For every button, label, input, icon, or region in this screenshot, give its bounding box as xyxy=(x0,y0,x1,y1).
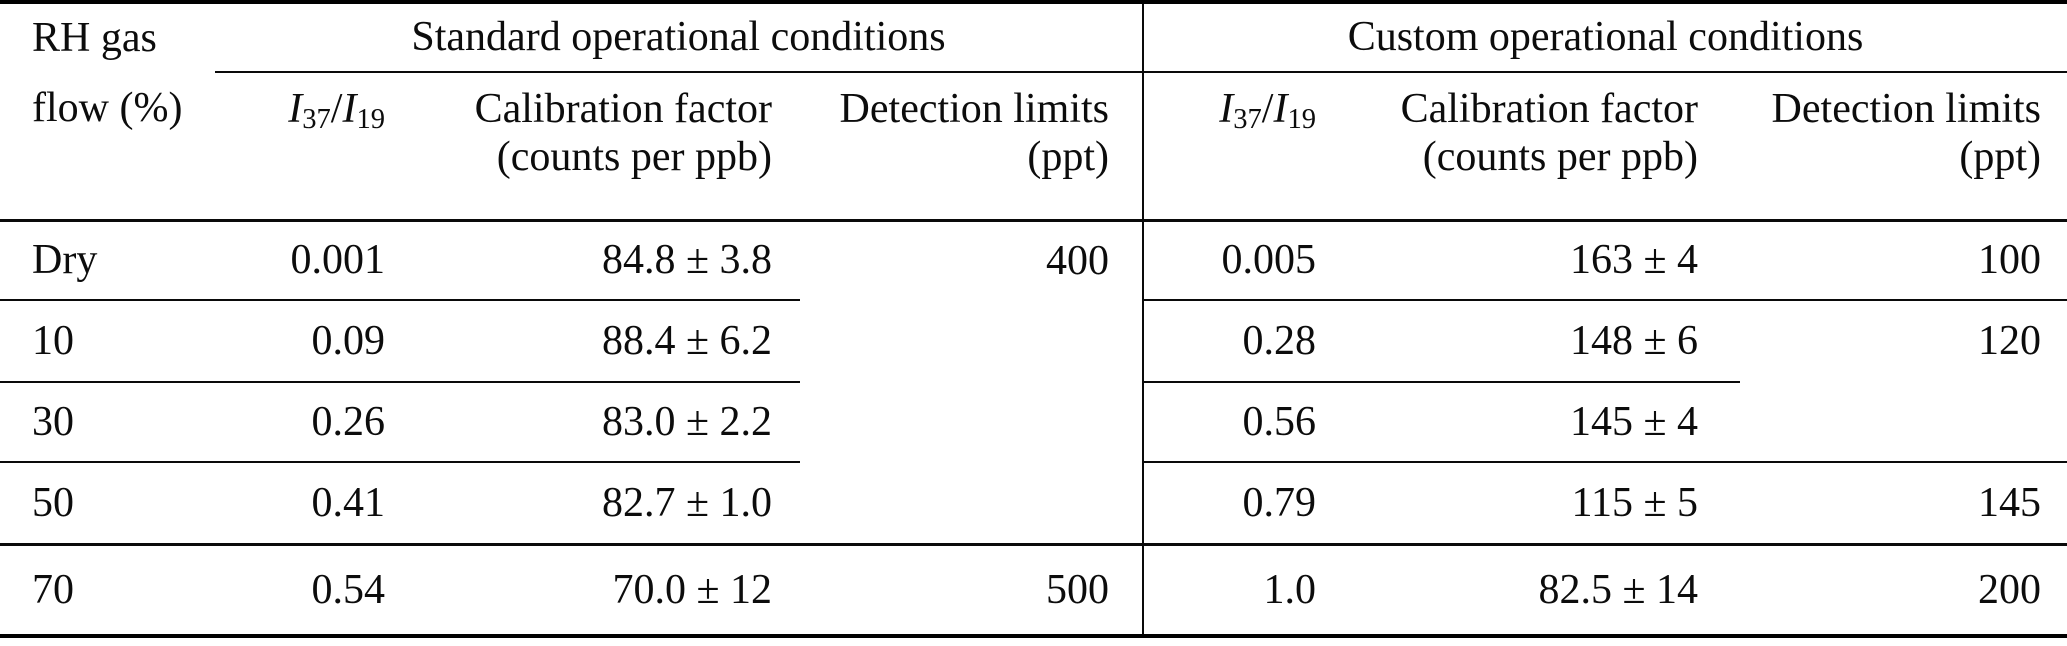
ratio-i2: I xyxy=(342,86,357,132)
std-detection-header-line1: Detection limits xyxy=(839,86,1109,132)
std-calibration-cell: 83.0 ± 2.2 xyxy=(395,382,800,463)
custom-calibration-header-line1: Calibration factor xyxy=(1400,86,1698,132)
table-row-50: 50 0.41 82.7 ± 1.0 0.79 115 ± 5 145 xyxy=(0,462,2067,546)
custom-ratio-header: I37/I19 xyxy=(1142,72,1330,222)
ratio-i1: I xyxy=(1219,86,1234,132)
table-row-70: 70 0.54 70.0 ± 12 500 1.0 82.5 ± 14 200 xyxy=(0,544,2067,636)
std-detection-cell xyxy=(800,382,1143,462)
std-ratio-cell: 0.54 xyxy=(311,566,386,613)
row-label: 70 xyxy=(32,566,74,613)
ratio-sub1: 37 xyxy=(302,104,331,136)
custom-detection-header-line2: (ppt) xyxy=(1959,134,2041,181)
std-calibration-cell: 84.8 ± 3.8 xyxy=(395,220,800,301)
custom-detection-header-line1: Detection limits xyxy=(1771,86,2041,132)
custom-ratio-cell: 0.79 xyxy=(1142,462,1330,546)
std-calibration-cell: 70.0 ± 12 xyxy=(612,566,772,613)
row-label: 10 xyxy=(0,300,215,383)
column-header-row: flow (%) I37/I19 Calibration factor (cou… xyxy=(0,72,2067,222)
std-calibration-header: Calibration factor (counts per ppb) xyxy=(395,72,800,222)
group-header-custom: Custom operational conditions xyxy=(1142,2,2067,73)
row-label: 30 xyxy=(0,382,215,463)
table-row-30: 30 0.26 83.0 ± 2.2 0.56 145 ± 4 xyxy=(0,382,2067,463)
custom-calibration-cell: 148 ± 6 xyxy=(1330,300,1740,383)
std-ratio-cell: 0.09 xyxy=(215,300,395,383)
std-detection-cell xyxy=(800,300,1143,382)
ratio-slash: / xyxy=(330,86,343,132)
std-detection-header: Detection limits (ppt) xyxy=(800,72,1143,222)
custom-detection-cell xyxy=(1740,382,2067,463)
std-detection-cell xyxy=(800,462,1143,546)
custom-calibration-cell: 115 ± 5 xyxy=(1330,462,1740,546)
custom-detection-cell: 100 xyxy=(1740,220,2067,301)
std-calibration-header-line1: Calibration factor xyxy=(474,86,772,132)
std-calibration-cell: 82.7 ± 1.0 xyxy=(395,462,800,546)
custom-ratio-cell: 0.28 xyxy=(1142,300,1330,383)
stub-header-line2: flow (%) xyxy=(0,72,215,222)
std-ratio-cell: 0.41 xyxy=(215,462,395,546)
custom-calibration-header-line2: (counts per ppb) xyxy=(1422,134,1698,181)
std-detection-header-line2: (ppt) xyxy=(1027,134,1109,181)
custom-calibration-cell: 163 ± 4 xyxy=(1330,220,1740,301)
custom-detection-cell: 120 xyxy=(1978,318,2041,365)
row-label: Dry xyxy=(0,220,215,301)
stub-header-line1: RH gas xyxy=(32,14,157,61)
group-header-standard: Standard operational conditions xyxy=(215,2,1143,73)
ratio-slash: / xyxy=(1261,86,1274,132)
custom-calibration-cell: 145 ± 4 xyxy=(1330,382,1740,463)
ratio-sub1: 37 xyxy=(1233,104,1262,136)
std-ratio-cell: 0.26 xyxy=(215,382,395,463)
custom-detection-header: Detection limits (ppt) xyxy=(1740,72,2067,222)
custom-detection-cell: 200 xyxy=(1978,566,2041,613)
std-ratio-cell: 0.001 xyxy=(215,220,395,301)
custom-ratio-cell: 0.56 xyxy=(1142,382,1330,463)
std-detection-cell: 500 xyxy=(1046,566,1109,613)
custom-detection-cell: 145 xyxy=(1740,462,2067,546)
table-row-dry: Dry 0.001 84.8 ± 3.8 400 0.005 163 ± 4 1… xyxy=(0,220,2067,301)
ratio-i1: I xyxy=(288,86,303,132)
custom-calibration-header: Calibration factor (counts per ppb) xyxy=(1330,72,1740,222)
std-ratio-header: I37/I19 xyxy=(215,72,395,222)
std-calibration-header-line2: (counts per ppb) xyxy=(496,134,772,181)
table-row-10: 10 0.09 88.4 ± 6.2 0.28 148 ± 6 120 xyxy=(0,300,2067,383)
row-label: 50 xyxy=(0,462,215,546)
group-header-row: RH gas Standard operational conditions C… xyxy=(0,2,2067,73)
ratio-i2: I xyxy=(1273,86,1288,132)
custom-ratio-cell: 0.005 xyxy=(1142,220,1330,301)
std-calibration-cell: 88.4 ± 6.2 xyxy=(395,300,800,383)
custom-ratio-cell: 1.0 xyxy=(1142,544,1330,636)
std-detection-cell: 400 xyxy=(1046,237,1109,284)
ratio-sub2: 19 xyxy=(356,104,385,136)
ratio-sub2: 19 xyxy=(1287,104,1316,136)
custom-calibration-cell: 82.5 ± 14 xyxy=(1538,566,1698,613)
